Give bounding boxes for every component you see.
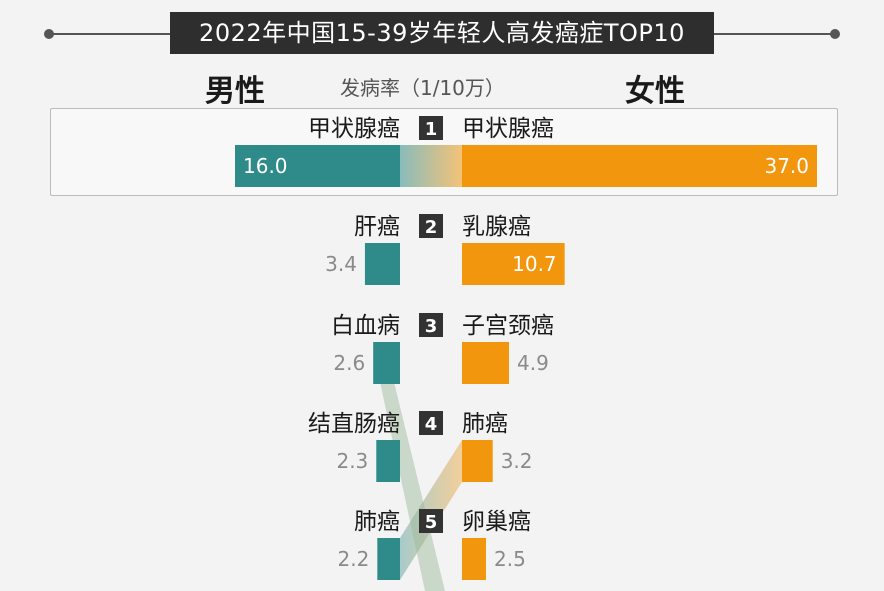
rank-badge-5 bbox=[419, 509, 443, 533]
male-cancer-name-3: 白血病 bbox=[331, 313, 400, 339]
female-bar-4 bbox=[462, 440, 493, 482]
female-cancer-name-5: 卵巢癌 bbox=[462, 509, 531, 535]
male-bar-3 bbox=[373, 342, 400, 384]
rank-badge-2 bbox=[419, 214, 443, 238]
male-value-1: 16.0 bbox=[243, 154, 288, 178]
male-bar-1 bbox=[235, 145, 400, 187]
female-bar-3 bbox=[462, 342, 510, 384]
rank-number-4: 4 bbox=[425, 414, 438, 435]
rank-badge-1 bbox=[419, 116, 443, 140]
female-value-2: 10.7 bbox=[512, 252, 557, 276]
male-cancer-name-1: 甲状腺癌 bbox=[308, 116, 400, 142]
title-right-rule bbox=[714, 33, 832, 35]
rank-connector-3-out bbox=[380, 382, 445, 591]
rank-badge-4 bbox=[419, 411, 443, 435]
title-right-dot bbox=[830, 29, 840, 39]
female-cancer-name-3: 子宫颈癌 bbox=[462, 313, 554, 339]
female-value-5: 2.5 bbox=[494, 547, 526, 571]
male-bar-4 bbox=[376, 440, 400, 482]
rank-number-1: 1 bbox=[425, 119, 438, 140]
male-bar-5 bbox=[377, 538, 400, 580]
female-value-4: 3.2 bbox=[501, 449, 533, 473]
female-bar-2 bbox=[462, 243, 565, 285]
title-left-dot bbox=[44, 29, 54, 39]
female-header: 女性 bbox=[625, 74, 685, 109]
male-cancer-name-2: 肝癌 bbox=[354, 214, 400, 240]
top-rank-connector bbox=[400, 145, 462, 187]
female-cancer-name-2: 乳腺癌 bbox=[462, 214, 531, 240]
male-cancer-name-4: 结直肠癌 bbox=[308, 411, 400, 437]
female-value-3: 4.9 bbox=[517, 351, 549, 375]
male-cancer-name-5: 肺癌 bbox=[354, 509, 400, 535]
female-cancer-name-1: 甲状腺癌 bbox=[462, 116, 554, 142]
rank-number-5: 5 bbox=[425, 512, 438, 533]
male-value-3: 2.6 bbox=[333, 351, 365, 375]
chart-title: 2022年中国15-39岁年轻人高发癌症TOP10 bbox=[170, 12, 714, 54]
male-value-2: 3.4 bbox=[325, 252, 357, 276]
rate-unit-label: 发病率（1/10万） bbox=[340, 76, 505, 100]
rank-number-3: 3 bbox=[425, 316, 438, 337]
female-value-1: 37.0 bbox=[764, 154, 809, 178]
male-bar-2 bbox=[364, 243, 400, 285]
title-left-rule bbox=[52, 33, 170, 35]
male-value-4: 2.3 bbox=[336, 449, 368, 473]
female-bar-1 bbox=[462, 145, 817, 187]
male-header: 男性 bbox=[205, 74, 265, 109]
female-bar-5 bbox=[462, 538, 486, 580]
rank-badge-3 bbox=[419, 313, 443, 337]
female-cancer-name-4: 肺癌 bbox=[462, 411, 508, 437]
male-value-5: 2.2 bbox=[338, 547, 370, 571]
rank-number-2: 2 bbox=[425, 217, 438, 238]
